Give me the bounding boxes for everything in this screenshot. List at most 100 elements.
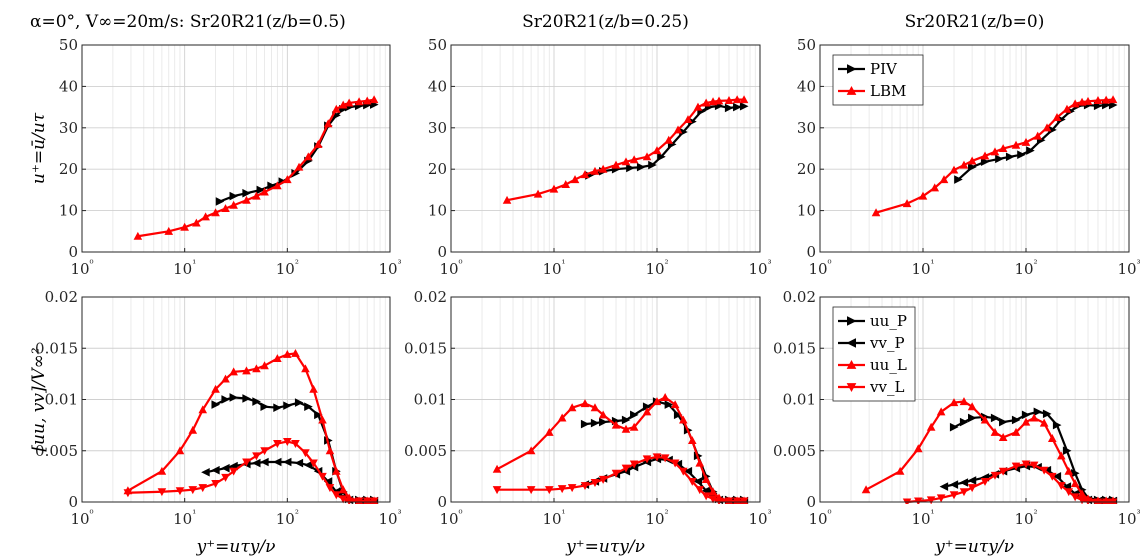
legend-marker [846, 85, 857, 95]
data-point [180, 222, 189, 231]
data-point [251, 458, 261, 468]
data-point [990, 427, 1000, 436]
data-point [621, 415, 631, 425]
data-point [629, 460, 639, 469]
x-tick-label: 10³ [1117, 509, 1140, 528]
data-point [221, 204, 230, 213]
data-point [599, 417, 608, 427]
data-point [980, 151, 990, 160]
legend-label: uu_L [870, 356, 907, 374]
y-axis-label: u⁺=ū/uτ [29, 112, 49, 184]
data-point [332, 104, 341, 113]
legend: uu_P vv_P uu_L vv_L [832, 306, 916, 402]
legend-label: vv_L [869, 378, 904, 396]
data-point [598, 410, 608, 419]
data-point [913, 444, 923, 453]
legend-label: LBM [870, 82, 906, 100]
plot-frame [819, 296, 1130, 503]
data-point [211, 400, 221, 409]
y-tick-label: 0.015 [773, 339, 816, 357]
data-point [959, 417, 969, 427]
chart-panel-1: 10⁰ 10¹ 10² 10³ 0 10 20 30 40 50 α=0°, V∞=20m/s: S… [29, 12, 402, 278]
data-point [526, 446, 536, 455]
data-point [229, 191, 239, 201]
data-point [678, 467, 688, 476]
data-point [1047, 472, 1057, 481]
chart-panel-3: 10⁰ 10¹ 10² 10³ 0 10 20 30 40 50 Sr20R21(z/b=0) PIV… [797, 12, 1141, 278]
y-tick-label: 0.02 [783, 288, 816, 306]
y-tick-label: 0 [437, 493, 447, 511]
chart-panel-4: 10⁰ 10¹ 10² 10³ 0 0.005 0.01 0.015 0.02 [uu, vv]/… [29, 288, 402, 557]
data-point [1056, 482, 1066, 491]
data-point [968, 413, 977, 423]
chart-panel-2: 10⁰ 10¹ 10² 10³ 0 10 20 30 40 50 Sr20R21(z/b=0.25) [428, 12, 772, 278]
data-point [369, 95, 379, 104]
x-axis-label: y⁺=uτy/ν [934, 537, 1014, 557]
x-tick-label: 10³ [748, 509, 771, 528]
legend-entry-vv-p: vv_P [838, 334, 905, 352]
data-point [211, 480, 220, 488]
data-point [318, 415, 327, 424]
data-point [995, 154, 1004, 164]
data-point [621, 424, 631, 433]
plot-frame [450, 44, 761, 253]
data-point [157, 466, 167, 475]
data-point [303, 460, 313, 470]
y-tick-label: 40 [797, 77, 816, 95]
data-point [630, 410, 639, 420]
data-point [895, 466, 905, 475]
data-point [1052, 113, 1062, 121]
data-point [283, 349, 292, 358]
y-tick-label: 0 [68, 493, 78, 511]
data-point [344, 497, 354, 504]
data-point [926, 422, 936, 431]
y-tick-label: 50 [59, 36, 78, 54]
data-point [272, 457, 282, 467]
data-point [291, 348, 300, 357]
data-point [949, 165, 959, 174]
data-point [283, 437, 292, 446]
x-tick-label: 10¹ [173, 259, 196, 278]
data-point [967, 484, 977, 493]
legend-entry-vv-l: vv_L [838, 378, 904, 396]
data-point [211, 208, 220, 217]
data-point [260, 187, 269, 196]
data-point [683, 466, 693, 476]
data-point [273, 440, 282, 449]
x-tick-label: 10² [1014, 509, 1037, 528]
data-point [621, 157, 631, 166]
data-point [580, 399, 590, 408]
data-point [998, 144, 1008, 153]
series-vv-l [492, 453, 749, 504]
data-point [687, 477, 697, 486]
data-point [1011, 427, 1021, 436]
data-point [580, 482, 590, 491]
data-point [1052, 420, 1062, 430]
data-point [229, 393, 239, 402]
x-tick-label: 10² [645, 259, 668, 278]
x-tick-label: 10¹ [542, 259, 565, 278]
data-point [871, 208, 881, 217]
data-point [301, 449, 310, 458]
y-tick-label: 50 [797, 36, 816, 54]
x-tick-label: 10³ [1117, 259, 1140, 278]
data-point [1047, 434, 1057, 442]
data-point [314, 410, 323, 420]
legend: PIV LBM [832, 54, 924, 106]
data-point [229, 367, 238, 376]
data-point [1052, 472, 1062, 481]
data-point [221, 374, 230, 383]
data-point [354, 497, 364, 504]
data-point [1021, 460, 1031, 469]
data-point [1070, 479, 1080, 488]
data-point [999, 417, 1008, 427]
data-point [652, 146, 662, 155]
data-point [338, 100, 348, 109]
data-point [959, 478, 969, 487]
y-tick-label: 40 [59, 77, 78, 95]
series-uu-l [123, 348, 379, 504]
data-point [611, 469, 621, 478]
legend-label: uu_P [870, 312, 907, 330]
data-point [954, 175, 963, 184]
data-point [211, 384, 220, 393]
